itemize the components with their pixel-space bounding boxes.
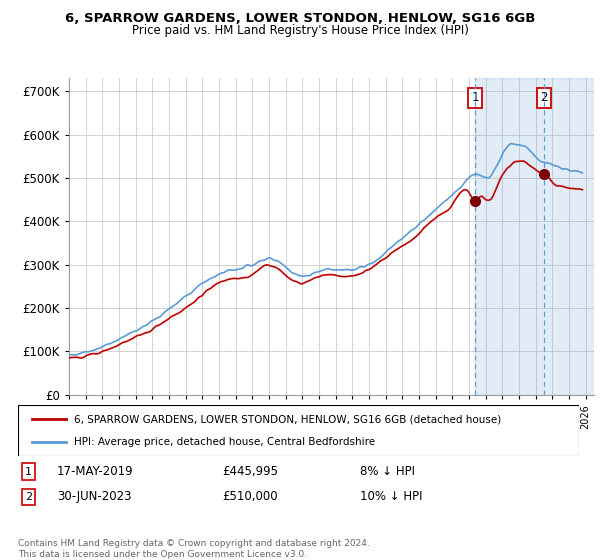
Text: 6, SPARROW GARDENS, LOWER STONDON, HENLOW, SG16 6GB: 6, SPARROW GARDENS, LOWER STONDON, HENLO… (65, 12, 535, 25)
Text: £510,000: £510,000 (222, 490, 278, 503)
Text: Price paid vs. HM Land Registry's House Price Index (HPI): Price paid vs. HM Land Registry's House … (131, 24, 469, 36)
Text: Contains HM Land Registry data © Crown copyright and database right 2024.
This d: Contains HM Land Registry data © Crown c… (18, 539, 370, 559)
Text: 1: 1 (472, 91, 479, 104)
Text: 30-JUN-2023: 30-JUN-2023 (57, 490, 131, 503)
Text: 6, SPARROW GARDENS, LOWER STONDON, HENLOW, SG16 6GB (detached house): 6, SPARROW GARDENS, LOWER STONDON, HENLO… (74, 414, 502, 424)
Text: 1: 1 (25, 466, 32, 477)
Text: 8% ↓ HPI: 8% ↓ HPI (360, 465, 415, 478)
Text: HPI: Average price, detached house, Central Bedfordshire: HPI: Average price, detached house, Cent… (74, 437, 375, 447)
Text: 10% ↓ HPI: 10% ↓ HPI (360, 490, 422, 503)
Text: 2: 2 (25, 492, 32, 502)
Text: 17-MAY-2019: 17-MAY-2019 (57, 465, 134, 478)
Text: £445,995: £445,995 (222, 465, 278, 478)
Text: 2: 2 (540, 91, 548, 104)
Bar (475, 78, 594, 395)
